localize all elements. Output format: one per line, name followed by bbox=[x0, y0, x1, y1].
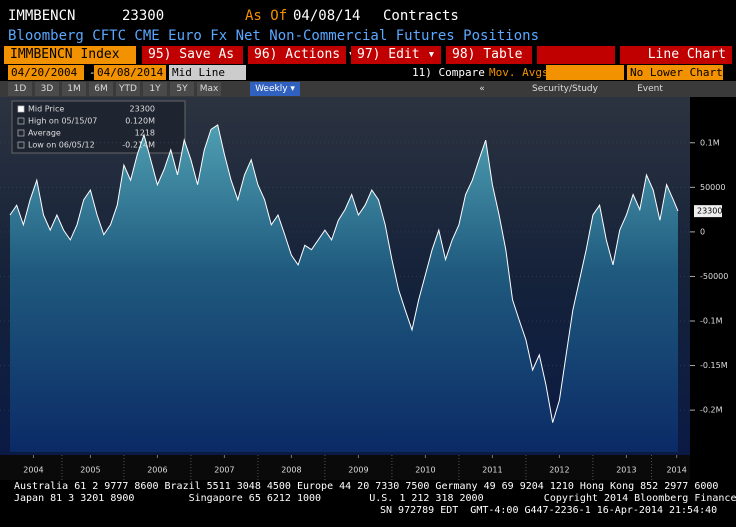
end-date[interactable]: 04/08/2014 bbox=[94, 65, 166, 80]
x-axis-strip bbox=[0, 455, 690, 480]
actions-menu[interactable]: 96) Actions ▾ bbox=[248, 46, 356, 64]
info-marker bbox=[17, 105, 25, 113]
menu-spacer bbox=[537, 46, 615, 64]
footer-line: Japan 81 3 3201 8900 Singapore 65 6212 1… bbox=[14, 493, 736, 504]
info-label: Low on 06/05/12 bbox=[28, 141, 95, 150]
period-button[interactable]: 3D bbox=[35, 82, 59, 96]
x-tick-label: 2011 bbox=[482, 466, 502, 475]
info-value: -0.214M bbox=[122, 141, 155, 150]
y-tick-label: 50000 bbox=[700, 183, 725, 192]
period-button[interactable]: 1Y bbox=[143, 82, 167, 96]
last-value-tag bbox=[694, 205, 722, 218]
event-button[interactable]: Event bbox=[637, 84, 663, 94]
y-tick-label: -0.15M bbox=[700, 361, 728, 370]
footer-line: SN 972789 EDT GMT-4:00 G447-2236-1 16-Ap… bbox=[380, 505, 718, 516]
period-button[interactable]: 1D bbox=[8, 82, 32, 96]
study-button[interactable]: Security/Study bbox=[532, 84, 598, 94]
info-label: Average bbox=[28, 129, 61, 138]
save-button[interactable]: 95) Save As bbox=[142, 46, 243, 64]
info-value: 23300 bbox=[130, 105, 155, 114]
info-value: 1218 bbox=[135, 129, 155, 138]
mov-avgs-button[interactable]: Mov. Avgs bbox=[489, 66, 549, 79]
units: Contracts bbox=[383, 8, 459, 24]
period-button[interactable]: Max bbox=[197, 82, 221, 96]
table-button[interactable]: 98) Table bbox=[446, 46, 532, 64]
x-tick-label: 2014 bbox=[666, 466, 686, 475]
x-tick-label: 2006 bbox=[147, 466, 167, 475]
info-marker bbox=[17, 117, 25, 125]
view-label[interactable]: Line Chart bbox=[620, 46, 732, 64]
x-tick-label: 2004 bbox=[23, 466, 43, 475]
as-of-label: As Of bbox=[245, 8, 288, 24]
period-button[interactable]: 1M bbox=[62, 82, 86, 96]
y-tick-label: -0.2M bbox=[700, 406, 723, 415]
y-tick-label: -0.1M bbox=[700, 317, 723, 326]
info-label: Mid Price bbox=[28, 105, 64, 114]
area bbox=[10, 125, 678, 452]
chart: 0.1M 50000 0 -50000 -0.1M -0.15M -0.2M 2004 2005… bbox=[0, 97, 728, 480]
security-field[interactable]: IMMBENCN Index bbox=[4, 46, 136, 64]
period-button[interactable]: 6M bbox=[89, 82, 113, 96]
x-tick-label: 2012 bbox=[549, 466, 569, 475]
y-tick-label: -50000 bbox=[700, 272, 728, 281]
edit-menu[interactable]: 97) Edit ▾ bbox=[351, 46, 441, 64]
x-tick-label: 2010 bbox=[415, 466, 435, 475]
period-button[interactable]: 5Y bbox=[170, 82, 194, 96]
line bbox=[9, 124, 679, 423]
y-tick-label: 0 bbox=[700, 227, 705, 236]
info-box bbox=[11, 100, 186, 154]
x-tick-label: 2013 bbox=[616, 466, 636, 475]
y-tick-label: 0.1M bbox=[700, 138, 720, 147]
x-tick-label: 2005 bbox=[80, 466, 100, 475]
info-marker bbox=[17, 129, 25, 137]
date-dash: - bbox=[89, 66, 96, 79]
collapse-button[interactable]: « bbox=[479, 84, 485, 94]
as-of-date: 04/08/14 bbox=[293, 8, 361, 24]
info-marker bbox=[17, 141, 25, 149]
price: 23300 bbox=[122, 8, 165, 24]
footer-line: Australia 61 2 9777 8600 Brazil 5511 304… bbox=[14, 481, 719, 492]
start-date[interactable]: 04/20/2004 bbox=[8, 65, 84, 80]
info-value: 0.120M bbox=[125, 117, 155, 126]
x-tick-label: 2007 bbox=[214, 466, 234, 475]
compare-button[interactable]: 11) Compare bbox=[412, 66, 485, 79]
frequency-select[interactable]: Weekly ▾ bbox=[250, 82, 300, 96]
info-label: High on 05/15/07 bbox=[28, 117, 97, 126]
ticker: IMMBENCN bbox=[8, 8, 76, 24]
avgs-field[interactable] bbox=[546, 65, 624, 80]
line-select[interactable]: Mid Line bbox=[169, 65, 246, 80]
period-button[interactable]: YTD bbox=[116, 82, 140, 96]
last-value-label: 23300 bbox=[697, 207, 722, 216]
subtitle: Bloomberg CFTC CME Euro Fx Net Non-Comme… bbox=[8, 28, 540, 44]
x-tick-label: 2008 bbox=[281, 466, 301, 475]
x-tick-label: 2009 bbox=[348, 466, 368, 475]
lower-chart-select[interactable]: No Lower Chart bbox=[627, 65, 723, 80]
